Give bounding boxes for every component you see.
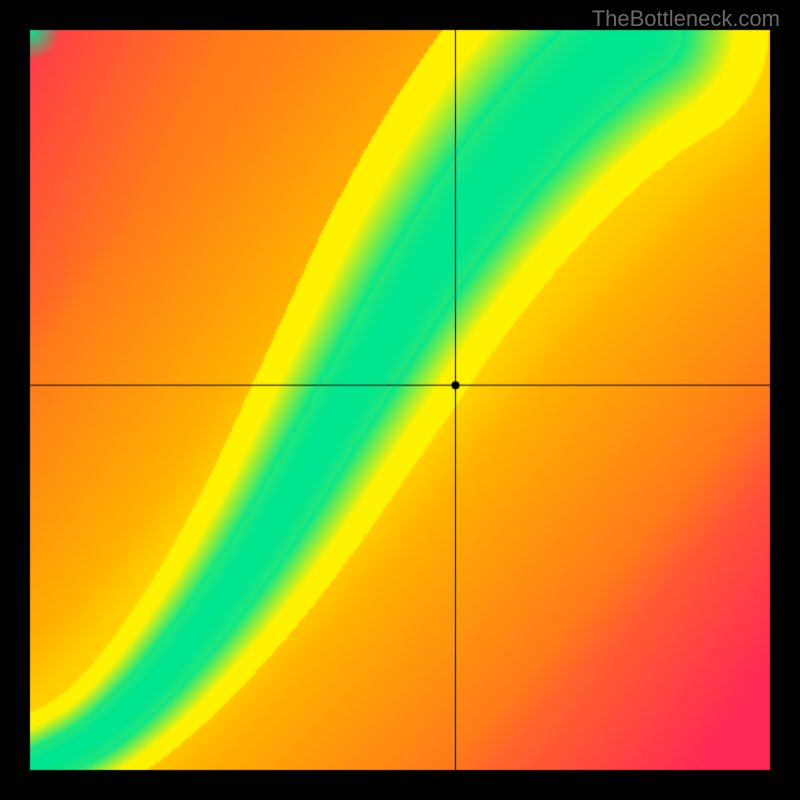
bottleneck-heatmap [0,0,800,800]
watermark-text: TheBottleneck.com [592,6,780,32]
